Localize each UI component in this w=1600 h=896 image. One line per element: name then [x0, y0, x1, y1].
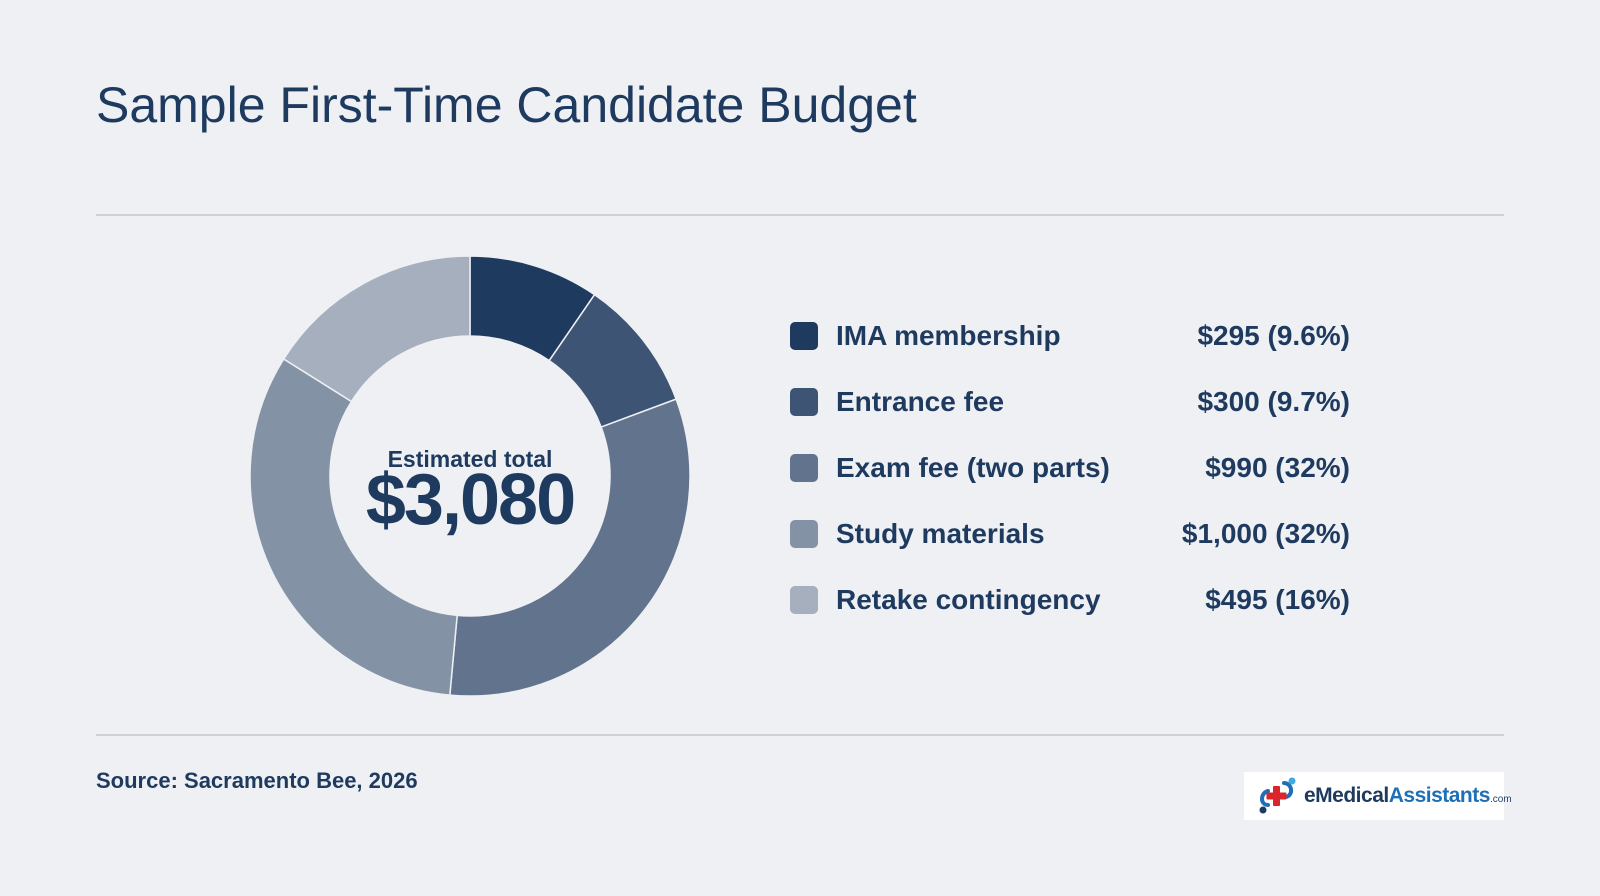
- legend-swatch: [790, 520, 818, 548]
- legend-item-exam-fee: Exam fee (two parts) $990 (32%): [790, 448, 1350, 488]
- legend-swatch: [790, 322, 818, 350]
- legend-swatch: [790, 454, 818, 482]
- donut-slice-retake-contingency: [282, 255, 471, 403]
- legend-swatch: [790, 388, 818, 416]
- chart-title: Sample First-Time Candidate Budget: [96, 77, 917, 133]
- legend-item-retake-contingency: Retake contingency $495 (16%): [790, 580, 1350, 620]
- source-note: Source: Sacramento Bee, 2026: [96, 768, 418, 793]
- logo-text-part: .com: [1489, 794, 1512, 805]
- legend-label: Study materials: [836, 518, 1045, 549]
- logo-wordmark: eMedicalAssistants.com: [1304, 784, 1512, 808]
- legend-item-ima-membership: IMA membership $295 (9.6%): [790, 316, 1350, 356]
- center-value: $3,080: [366, 460, 574, 540]
- legend-value: $1,000 (32%): [1181, 518, 1350, 549]
- legend-item-study-materials: Study materials $1,000 (32%): [790, 514, 1350, 554]
- legend-value: $990 (32%): [1205, 452, 1350, 483]
- donut-slice-exam-fee-two-parts: [449, 398, 691, 697]
- brand-logo: eMedicalAssistants.com: [1244, 772, 1512, 820]
- legend-value: $495 (16%): [1205, 584, 1350, 615]
- legend-value: $300 (9.7%): [1197, 386, 1350, 417]
- logo-text-part: eMedical: [1304, 784, 1389, 807]
- donut-slice-study-materials: [249, 357, 458, 696]
- legend-item-entrance-fee: Entrance fee $300 (9.7%): [790, 382, 1350, 422]
- legend-label: Retake contingency: [836, 584, 1101, 615]
- top-divider: [96, 214, 1504, 216]
- logo-text-part: Assistants: [1388, 784, 1491, 807]
- bottom-divider: [96, 734, 1504, 736]
- legend-swatch: [790, 586, 818, 614]
- legend-label: Entrance fee: [836, 386, 1005, 417]
- legend-label: Exam fee (two parts): [836, 452, 1110, 483]
- center-label: Estimated total: [388, 446, 553, 472]
- legend-label: IMA membership: [836, 320, 1061, 351]
- legend-value: $295 (9.6%): [1197, 320, 1350, 351]
- medical-cross-logo-icon: [1259, 777, 1296, 814]
